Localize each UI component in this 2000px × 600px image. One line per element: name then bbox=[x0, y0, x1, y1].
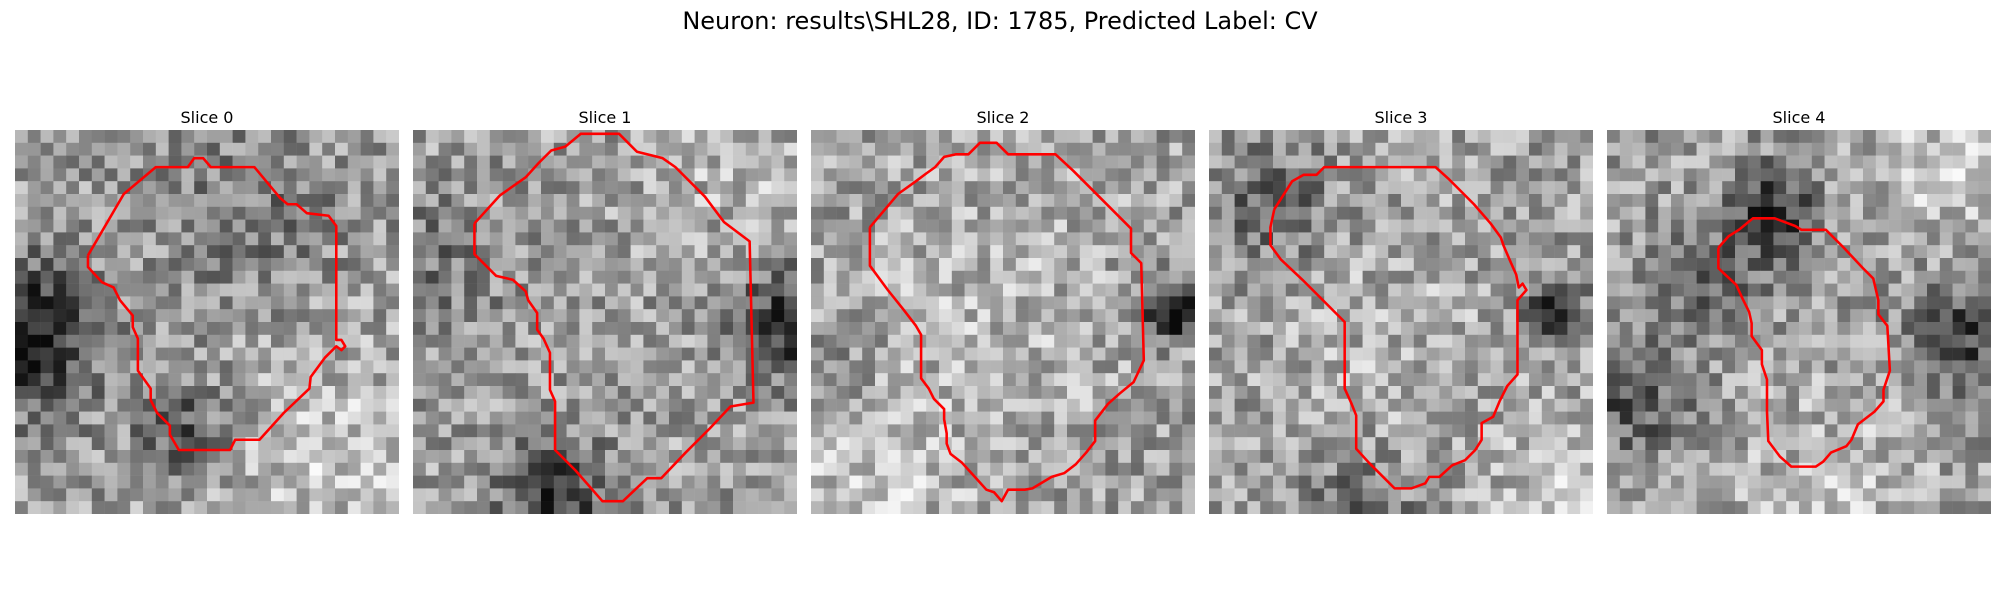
grayscale-pixels bbox=[1607, 130, 1991, 514]
slice-title: Slice 1 bbox=[578, 108, 632, 127]
slice-image bbox=[413, 130, 797, 514]
figure-title: Neuron: results\SHL28, ID: 1785, Predict… bbox=[682, 7, 1318, 35]
slice-panel-2: Slice 2 bbox=[811, 108, 1195, 514]
slice-title: Slice 4 bbox=[1772, 108, 1826, 127]
grayscale-pixels bbox=[413, 130, 797, 514]
grayscale-pixels bbox=[811, 130, 1195, 514]
grayscale-pixels bbox=[15, 130, 399, 514]
slice-title: Slice 0 bbox=[180, 108, 234, 127]
slice-panel-4: Slice 4 bbox=[1607, 108, 1991, 514]
slice-image bbox=[1209, 130, 1593, 514]
grayscale-pixels bbox=[1209, 130, 1593, 514]
slice-panel-0: Slice 0 bbox=[15, 108, 399, 514]
contour-line bbox=[473, 132, 755, 503]
slice-image bbox=[1607, 130, 1991, 514]
slice-image bbox=[15, 130, 399, 514]
slice-panel-1: Slice 1 bbox=[413, 108, 797, 514]
slice-title: Slice 3 bbox=[1374, 108, 1428, 127]
contour-line bbox=[86, 156, 347, 452]
contour-line bbox=[1717, 217, 1892, 468]
contour-line bbox=[868, 141, 1146, 503]
slice-title: Slice 2 bbox=[976, 108, 1030, 127]
contour-line bbox=[1269, 165, 1528, 490]
slice-panel-3: Slice 3 bbox=[1209, 108, 1593, 514]
slice-image bbox=[811, 130, 1195, 514]
